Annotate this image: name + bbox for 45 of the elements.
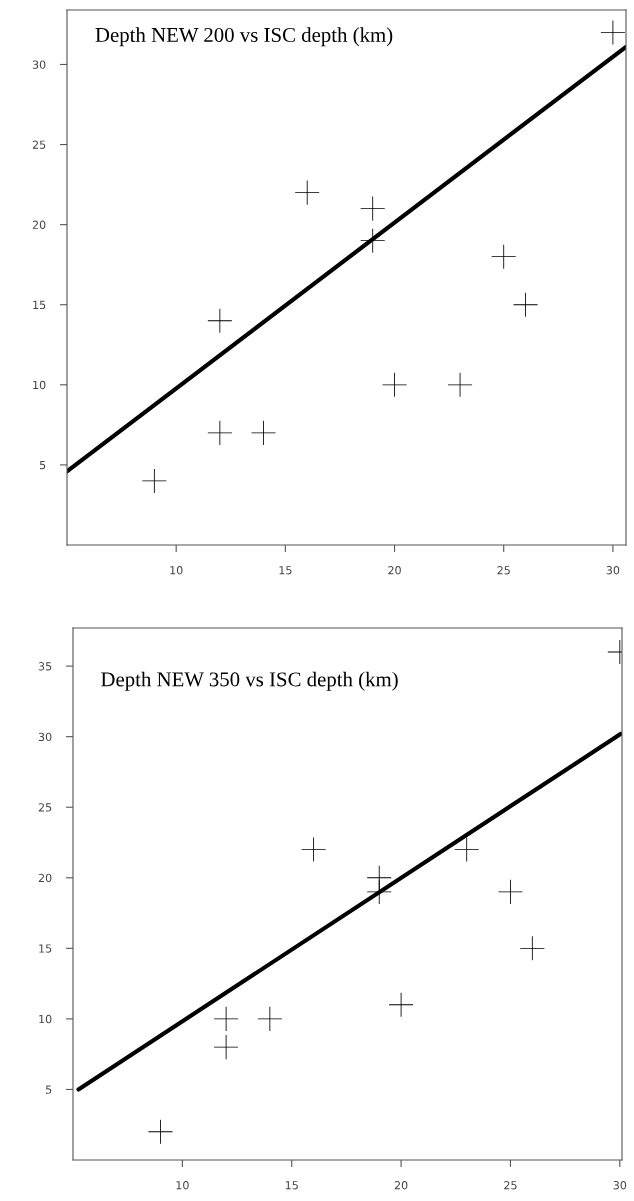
text: Depth NEW 350 vs ISC depth (km) [101,671,398,691]
point [251,420,276,445]
point [498,879,523,904]
point [382,372,407,397]
point [367,879,392,904]
text: Depth NEW 200 vs ISC depth (km) [95,27,393,47]
y-tick-label: 35 [38,662,52,671]
point [600,20,625,45]
x-tick-label: 10 [170,566,183,575]
point [454,837,479,862]
y-tick-label: 30 [38,732,52,742]
point [214,1006,239,1031]
x-tick-label: 25 [497,566,510,575]
point [513,292,538,317]
y-tick-label: 20 [32,220,46,230]
x-tick-label: 30 [606,566,620,575]
x-tick-label: 30 [613,1181,627,1190]
x-tick-label: 15 [279,566,292,575]
point [360,228,385,253]
y-tick-label: 15 [39,944,52,953]
y-tick-label: 25 [32,140,46,149]
point [520,936,545,961]
point [257,1006,282,1031]
y-tick-label: 30 [32,60,46,69]
point [214,1035,239,1060]
x-tick-label: 20 [388,566,401,575]
point [389,992,414,1017]
x-tick-label: 15 [285,1181,298,1190]
y-tick-label: 10 [39,1014,52,1024]
y-tick-label: 5 [39,461,46,470]
point [301,837,326,862]
y-tick-label: 15 [33,300,46,310]
point [207,308,232,333]
point [491,244,516,269]
y-tick-label: 5 [45,1085,52,1094]
point [207,420,232,445]
y-tick-label: 25 [38,803,52,812]
x-tick-label: 20 [394,1181,408,1190]
point [295,180,320,205]
x-tick-label: 25 [504,1181,517,1190]
y-tick-label: 10 [33,380,46,390]
point [360,196,385,221]
x-tick-label: 10 [176,1181,189,1190]
point [148,1119,173,1144]
y-tick-label: 20 [38,873,52,883]
